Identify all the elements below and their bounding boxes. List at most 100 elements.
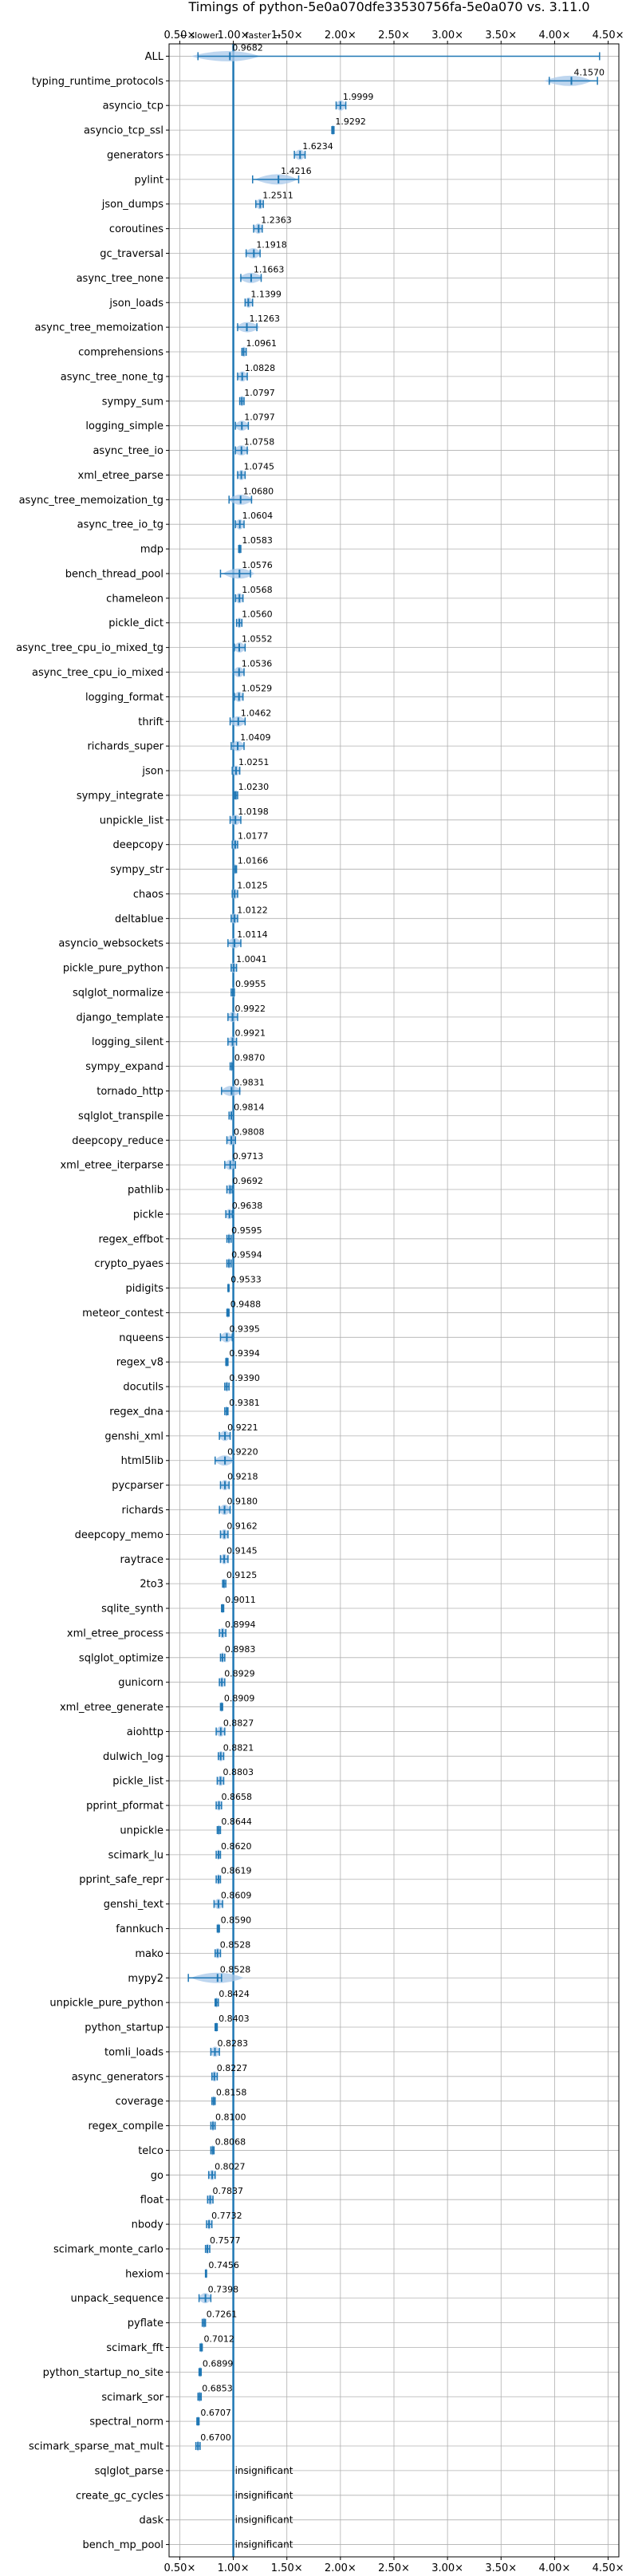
value-label: 1.2511 [262,191,293,201]
value-label: 1.0745 [244,461,275,471]
benchmark-name-label: python_startup_no_site [43,2367,163,2379]
benchmark-name-label: regex_dna [109,1406,163,1418]
value-label: 1.9292 [335,116,366,127]
value-label: 1.0828 [245,363,276,373]
value-label: 1.0041 [236,954,267,965]
value-label: 0.9162 [226,1521,258,1531]
benchmark-name-label: sympy_expand [85,1061,163,1073]
value-label: 0.9713 [233,1151,264,1162]
value-label: 0.9682 [232,42,263,53]
benchmark-name-label: go [151,2170,163,2182]
benchmark-name-label: unpickle_list [100,815,163,826]
value-label: 0.9125 [226,1570,258,1580]
benchmark-name-label: sympy_str [110,864,163,876]
value-label: 0.8100 [215,2112,246,2123]
x-tick-label-top: 4.50× [593,30,624,41]
benchmark-row: 1.0797 [234,412,275,432]
benchmark-name-label: asyncio_tcp_ssl [84,125,163,137]
value-label: 0.8658 [222,1792,253,1802]
benchmark-name-label: genshi_text [104,1899,163,1911]
value-label: 0.8644 [221,1817,252,1827]
benchmark-row: 0.8227 [211,2063,247,2082]
insignificant-label: insignificant [235,2490,293,2501]
benchmark-name-label: raytrace [120,1554,163,1566]
benchmark-name-label: sqlite_synth [101,1604,163,1615]
benchmark-name-label: pprint_pformat [86,1801,163,1813]
x-tick-label-bottom: 0.50× [164,2562,196,2574]
value-label: 0.8528 [220,1939,251,1950]
value-label: 1.2363 [261,215,292,226]
benchmark-name-label: ALL [145,51,164,63]
value-label: 0.6899 [203,2358,234,2369]
x-tick-label-bottom: 1.00× [218,2562,250,2574]
insignificant-label: insignificant [235,2465,293,2476]
benchmark-row: 0.9533 [227,1275,262,1294]
slower-direction-label: ← slower [180,30,219,41]
benchmark-name-label: pylint [134,174,163,186]
value-label: 1.0166 [238,856,269,866]
benchmark-row: 1.2511 [254,191,293,210]
value-label: 0.6853 [202,2383,232,2393]
benchmark-name-label: hexiom [125,2268,163,2280]
x-tick-label-top: 2.50× [378,30,410,41]
benchmark-row: 0.6899 [198,2358,234,2377]
benchmark-row: 0.8821 [217,1742,254,1761]
value-label: 1.0797 [244,388,275,398]
benchmark-row: 1.9292 [331,116,366,136]
benchmark-name-label: scimark_fft [106,2342,163,2354]
benchmark-row: 1.0462 [229,708,271,727]
benchmark-row: 0.8027 [207,2161,246,2180]
x-axis-ticks: 0.50× 0.50× 1.00× 1.00× 1.50× 1.50× 2.00× 2.00×… [16,30,624,2574]
benchmark-row: 0.9814 [228,1102,265,1121]
x-tick-label-top: 1.50× [271,30,303,41]
benchmark-row: insignificant [235,2515,293,2526]
benchmark-row: 0.6853 [197,2383,233,2402]
benchmark-row: 0.9394 [225,1348,260,1367]
benchmark-row: 1.0125 [230,880,268,899]
value-label: 0.8909 [224,1694,255,1704]
benchmark-name-label: pidigits [126,1283,164,1295]
benchmark-name-label: async_tree_cpu_io_mixed [32,667,163,679]
benchmark-name-label: sqlglot_transpile [78,1110,163,1122]
value-label: 0.8929 [224,1669,255,1679]
value-label: 0.7398 [208,2285,239,2295]
benchmark-row: 0.8158 [211,2088,246,2107]
benchmark-row: 0.9488 [226,1299,261,1318]
benchmark-row: 1.1918 [244,240,287,258]
value-label: 0.9145 [226,1545,258,1556]
benchmark-name-label: async_tree_io [93,445,163,457]
benchmark-row: 1.0604 [234,511,273,530]
x-tick-label-top: 3.50× [485,30,517,41]
benchmark-row: 0.7012 [199,2334,234,2353]
benchmark-row: 0.9638 [224,1201,262,1220]
value-label: 0.9955 [235,979,266,989]
benchmark-row: 1.1263 [235,314,280,333]
value-label: 1.0409 [240,732,271,743]
x-tick-label-top: 2.00× [325,30,356,41]
benchmark-name-label: gc_traversal [100,248,163,260]
value-label: 1.1918 [256,240,287,250]
benchmark-name-label: async_generators [72,2071,164,2083]
benchmark-row: 0.8658 [215,1792,253,1811]
value-label: 1.6234 [302,141,333,152]
benchmark-row: 1.0230 [234,782,269,801]
benchmark-name-label: tornado_http [96,1086,163,1098]
benchmark-name-label: deepcopy_reduce [72,1135,163,1147]
benchmark-row: 1.0177 [230,831,268,850]
benchmark-name-label: scimark_sparse_mat_mult [29,2441,163,2453]
benchmark-row: 0.9831 [220,1078,265,1096]
plot-frame [168,43,620,2558]
benchmark-name-label: django_template [77,1012,163,1024]
value-label: 1.4216 [281,166,312,176]
benchmark-row: 0.9221 [218,1422,258,1442]
benchmark-row: 1.0114 [226,929,268,949]
benchmark-row: 0.9808 [226,1126,264,1146]
value-label: 1.0552 [242,634,273,645]
value-label: 0.9180 [227,1497,258,1507]
value-label: 1.0251 [238,757,270,767]
benchmark-name-label: pickle_dict [108,617,163,629]
benchmark-name-label: deltablue [115,913,163,925]
benchmark-name-label: html5lib [121,1455,163,1467]
value-label: 0.8590 [221,1915,252,1926]
benchmark-name-label: telco [138,2145,163,2157]
